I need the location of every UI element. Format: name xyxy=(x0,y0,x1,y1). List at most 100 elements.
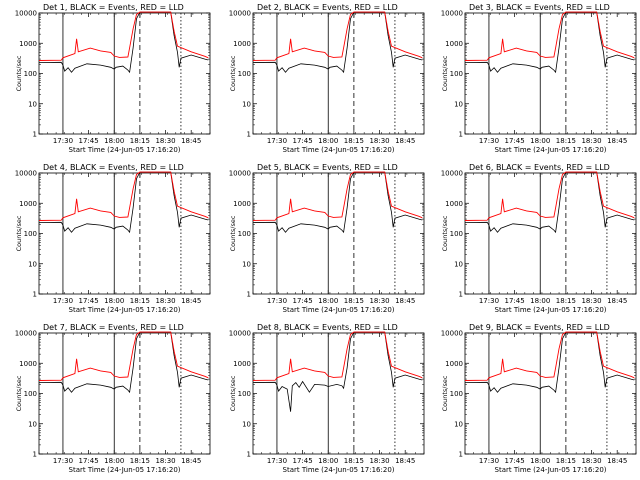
lld-series-line xyxy=(464,171,635,221)
x-tick-label: 18:30 xyxy=(369,297,389,305)
lld-series-line xyxy=(464,331,635,381)
events-series-line xyxy=(38,11,209,74)
y-tick-label: 100 xyxy=(238,390,251,398)
lld-series-line xyxy=(38,331,209,381)
x-tick-label: 18:45 xyxy=(607,297,627,305)
y-tick-label: 100 xyxy=(24,390,37,398)
y-tick-label: 1 xyxy=(247,451,251,459)
events-series-line xyxy=(38,331,209,394)
x-tick-label: 18:45 xyxy=(395,137,415,145)
y-tick-label: 1 xyxy=(33,291,37,299)
chart-panel-9: 1 10 100 1000 10000 17:30 17:45 18:00 18:15 18:30… xyxy=(441,323,637,474)
y-tick-label: 10000 xyxy=(441,170,463,178)
x-tick-label: 18:15 xyxy=(130,457,150,465)
x-tick-label: 18:15 xyxy=(556,297,576,305)
x-tick-label: 17:45 xyxy=(78,457,98,465)
x-tick-label: 17:30 xyxy=(53,137,73,145)
y-tick-label: 100 xyxy=(238,230,251,238)
y-axis-label: Counts/sec xyxy=(441,55,449,91)
x-tick-label: 17:45 xyxy=(504,457,524,465)
chart-panel-2: 1 10 100 1000 10000 17:30 17:45 18:00 18:15 18:30… xyxy=(229,3,425,154)
y-tick-label: 100 xyxy=(450,230,463,238)
lld-series-line xyxy=(252,11,423,61)
y-axis-label: Counts/sec xyxy=(441,375,449,411)
x-tick-label: 17:45 xyxy=(292,457,312,465)
x-tick-label: 17:30 xyxy=(479,137,499,145)
x-tick-label: 18:00 xyxy=(530,137,550,145)
plot-frame xyxy=(464,12,637,135)
y-axis-label: Counts/sec xyxy=(15,55,23,91)
y-tick-label: 10 xyxy=(454,100,463,108)
plot-frame xyxy=(464,332,637,455)
chart-title: Det 4, BLACK = Events, RED = LLD xyxy=(43,163,184,172)
x-tick-label: 17:45 xyxy=(292,137,312,145)
lld-series-line xyxy=(252,331,423,381)
x-tick-label: 18:30 xyxy=(155,457,175,465)
events-series-line xyxy=(252,171,423,234)
chart-panel-6: 1 10 100 1000 10000 17:30 17:45 18:00 18:15 18:30… xyxy=(441,163,637,314)
x-tick-label: 17:30 xyxy=(479,297,499,305)
x-tick-label: 18:15 xyxy=(344,137,364,145)
x-axis-label: Start Time (24-Jun-05 17:16:20) xyxy=(283,306,395,314)
events-series-line xyxy=(464,11,635,74)
x-tick-label: 18:15 xyxy=(344,457,364,465)
x-tick-label: 18:00 xyxy=(104,297,124,305)
y-tick-label: 10 xyxy=(242,420,251,428)
x-tick-label: 18:45 xyxy=(181,297,201,305)
chart-panel-8: 1 10 100 1000 10000 17:30 17:45 18:00 18:15 18:30… xyxy=(229,323,425,474)
x-tick-label: 17:45 xyxy=(504,297,524,305)
y-tick-label: 1000 xyxy=(19,360,37,368)
x-tick-label: 17:30 xyxy=(267,457,287,465)
x-tick-label: 18:45 xyxy=(181,457,201,465)
y-tick-label: 100 xyxy=(450,390,463,398)
x-tick-label: 17:45 xyxy=(504,137,524,145)
x-tick-label: 17:30 xyxy=(479,457,499,465)
y-tick-label: 1000 xyxy=(233,40,251,48)
y-tick-label: 1 xyxy=(247,291,251,299)
y-tick-label: 10 xyxy=(28,420,37,428)
chart-panel-1: 1 10 100 1000 10000 17:30 17:45 18:00 18:15 18:30… xyxy=(15,3,211,154)
x-tick-label: 18:45 xyxy=(395,457,415,465)
y-tick-label: 1 xyxy=(459,131,463,139)
y-tick-label: 100 xyxy=(24,230,37,238)
x-tick-label: 18:00 xyxy=(318,137,338,145)
y-axis-label: Counts/sec xyxy=(15,215,23,251)
events-series-line xyxy=(38,171,209,234)
y-tick-label: 1000 xyxy=(445,40,463,48)
events-series-line xyxy=(252,331,423,412)
chart-title: Det 1, BLACK = Events, RED = LLD xyxy=(43,3,184,12)
x-tick-label: 17:30 xyxy=(53,457,73,465)
y-tick-label: 1000 xyxy=(19,200,37,208)
y-tick-label: 1 xyxy=(459,451,463,459)
events-series-line xyxy=(464,331,635,394)
x-tick-label: 17:45 xyxy=(292,297,312,305)
x-tick-label: 18:00 xyxy=(318,297,338,305)
y-tick-label: 100 xyxy=(24,70,37,78)
x-axis-label: Start Time (24-Jun-05 17:16:20) xyxy=(495,146,607,154)
y-axis-label: Counts/sec xyxy=(229,375,237,411)
x-tick-label: 18:00 xyxy=(104,457,124,465)
chart-title: Det 9, BLACK = Events, RED = LLD xyxy=(469,323,610,332)
x-tick-label: 18:30 xyxy=(369,457,389,465)
y-tick-label: 1000 xyxy=(233,360,251,368)
lld-series-line xyxy=(252,171,423,221)
y-tick-label: 1000 xyxy=(445,360,463,368)
chart-title: Det 6, BLACK = Events, RED = LLD xyxy=(469,163,610,172)
chart-title: Det 8, BLACK = Events, RED = LLD xyxy=(257,323,398,332)
x-tick-label: 18:30 xyxy=(155,137,175,145)
y-tick-label: 1000 xyxy=(19,40,37,48)
y-tick-label: 1000 xyxy=(445,200,463,208)
y-tick-label: 10 xyxy=(454,260,463,268)
plot-frame xyxy=(252,12,425,135)
x-axis-label: Start Time (24-Jun-05 17:16:20) xyxy=(495,306,607,314)
y-axis-label: Counts/sec xyxy=(229,55,237,91)
lld-series-line xyxy=(464,11,635,61)
x-tick-label: 18:45 xyxy=(607,457,627,465)
events-series-line xyxy=(464,171,635,234)
x-tick-label: 18:00 xyxy=(104,137,124,145)
y-tick-label: 10 xyxy=(28,100,37,108)
x-tick-label: 18:45 xyxy=(181,137,201,145)
y-axis-label: Counts/sec xyxy=(441,215,449,251)
y-tick-label: 10000 xyxy=(229,170,251,178)
